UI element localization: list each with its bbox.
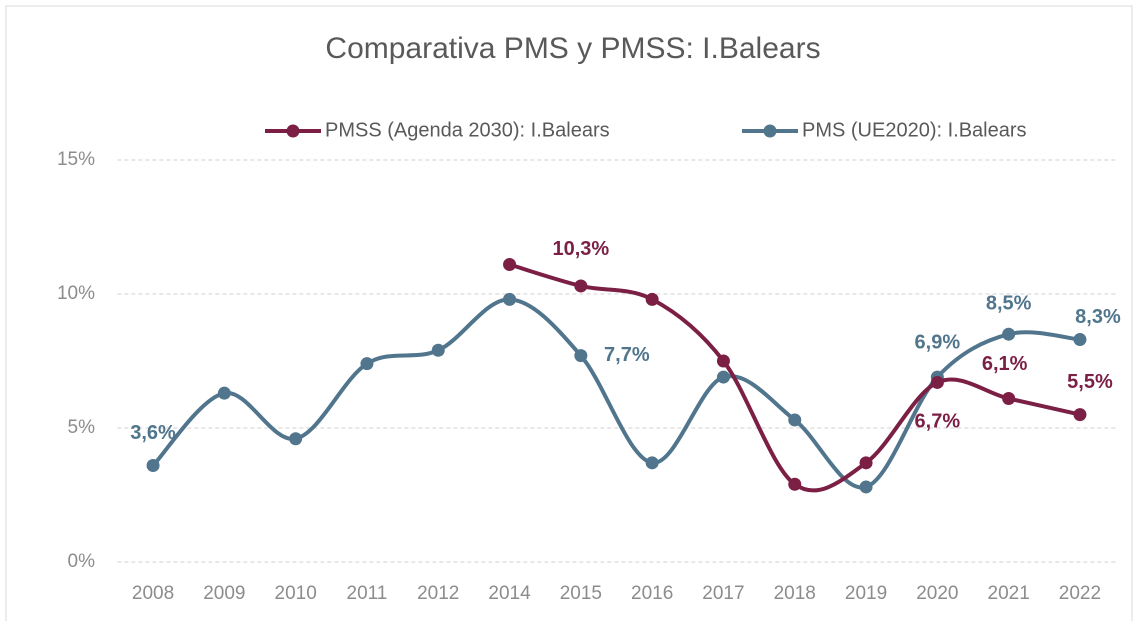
data-point bbox=[574, 279, 588, 293]
data-point bbox=[431, 343, 445, 357]
y-tick-label: 0% bbox=[68, 551, 96, 572]
data-label: 3,6% bbox=[130, 422, 176, 444]
data-point bbox=[716, 354, 730, 368]
y-tick-label: 15% bbox=[57, 149, 95, 170]
x-tick-label: 2008 bbox=[132, 583, 174, 604]
data-point bbox=[788, 413, 802, 427]
data-label: 5,5% bbox=[1067, 371, 1113, 393]
x-tick-label: 2021 bbox=[988, 583, 1030, 604]
chart-title: Comparativa PMS y PMSS: I.Balears bbox=[325, 32, 820, 65]
data-label: 10,3% bbox=[552, 238, 609, 260]
x-tick-label: 2018 bbox=[774, 583, 816, 604]
data-point bbox=[716, 370, 730, 384]
data-point bbox=[859, 480, 873, 494]
x-tick-label: 2014 bbox=[488, 583, 531, 604]
data-point bbox=[645, 456, 659, 470]
data-point bbox=[289, 432, 303, 446]
legend-label: PMSS (Agenda 2030): I.Balears bbox=[325, 119, 610, 141]
data-point bbox=[503, 292, 517, 306]
x-tick-label: 2022 bbox=[1059, 583, 1101, 604]
y-tick-label: 10% bbox=[57, 283, 95, 304]
data-point bbox=[859, 456, 873, 470]
x-tick-label: 2015 bbox=[560, 583, 602, 604]
data-point bbox=[1002, 327, 1016, 341]
data-point bbox=[1002, 392, 1016, 406]
data-point bbox=[503, 258, 517, 272]
x-tick-label: 2016 bbox=[631, 583, 673, 604]
data-point bbox=[146, 459, 160, 473]
x-tick-label: 2017 bbox=[702, 583, 744, 604]
x-tick-label: 2012 bbox=[417, 583, 459, 604]
data-point bbox=[788, 477, 802, 491]
x-tick-label: 2009 bbox=[203, 583, 245, 604]
data-label: 6,1% bbox=[982, 353, 1028, 375]
x-tick-label: 2010 bbox=[275, 583, 317, 604]
data-label: 7,7% bbox=[604, 344, 650, 366]
data-point bbox=[645, 292, 659, 306]
data-point bbox=[930, 375, 944, 389]
x-tick-label: 2020 bbox=[916, 583, 958, 604]
chart-border bbox=[5, 5, 1133, 621]
legend-marker bbox=[286, 124, 300, 138]
legend-label: PMS (UE2020): I.Balears bbox=[802, 119, 1027, 141]
data-point bbox=[1073, 333, 1087, 347]
data-label: 6,9% bbox=[915, 331, 961, 353]
data-label: 8,3% bbox=[1075, 306, 1121, 328]
data-point bbox=[360, 357, 374, 371]
data-point bbox=[574, 349, 588, 363]
x-tick-label: 2019 bbox=[845, 583, 887, 604]
data-label: 6,7% bbox=[915, 411, 961, 433]
legend-marker bbox=[763, 124, 777, 138]
y-tick-label: 5% bbox=[68, 417, 96, 438]
data-point bbox=[1073, 408, 1087, 422]
data-point bbox=[217, 386, 231, 400]
data-label: 8,5% bbox=[986, 292, 1032, 314]
x-tick-label: 2011 bbox=[347, 583, 388, 604]
